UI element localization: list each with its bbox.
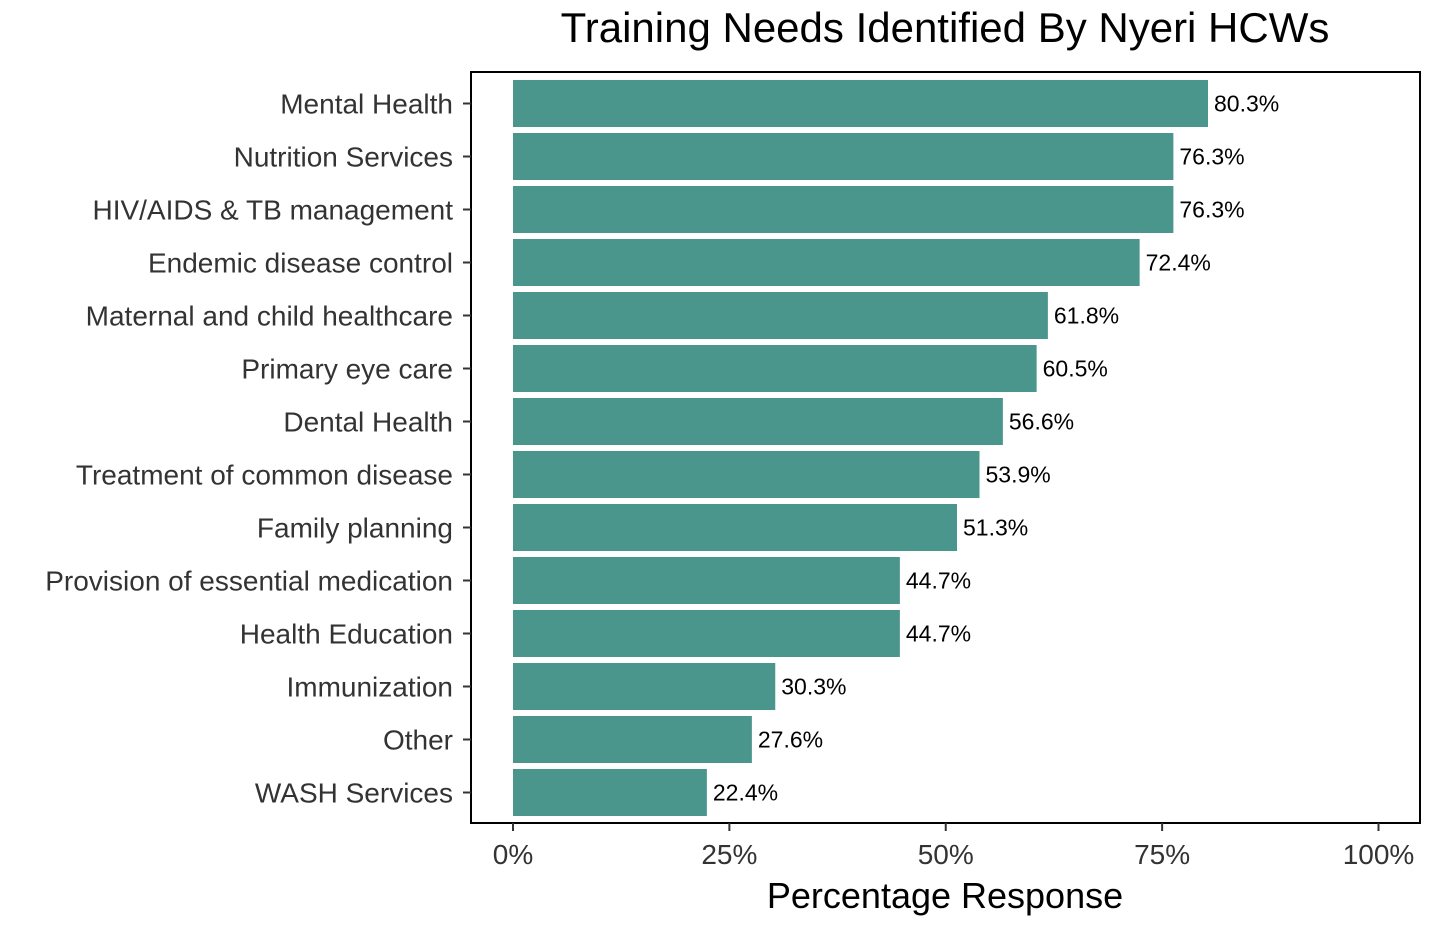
x-axis-tick-label: 75% <box>1134 839 1190 870</box>
bar-data-label: 44.7% <box>906 568 971 594</box>
bar <box>513 610 900 657</box>
bar <box>513 716 752 763</box>
bar <box>513 133 1174 180</box>
y-axis-category-label: Family planning <box>257 513 453 544</box>
x-axis-tick-label: 0% <box>493 839 533 870</box>
y-axis-category-label: Nutrition Services <box>234 142 453 173</box>
plot-panel-border <box>470 71 1421 824</box>
y-axis-category-label: Treatment of common disease <box>76 460 453 491</box>
bar <box>513 451 980 498</box>
bars-layer: 80.3% 76.3% 76.3% 72.4% 61.8% 60.5% 56.6% 53.9%… <box>513 80 1279 816</box>
bar <box>513 663 776 710</box>
bar-data-label: 56.6% <box>1009 409 1074 435</box>
y-axis-category-label: Maternal and child healthcare <box>86 301 453 332</box>
y-axis-category-label: Immunization <box>286 672 453 703</box>
y-axis-category-label: Mental Health <box>280 89 453 120</box>
bar <box>513 398 1003 445</box>
bar-data-label: 61.8% <box>1054 303 1119 329</box>
bar <box>513 345 1037 392</box>
bar <box>513 769 707 816</box>
bar-data-label: 53.9% <box>986 462 1051 488</box>
x-axis: 0% 25% 50% 75% 100% <box>493 823 1415 870</box>
bar-data-label: 80.3% <box>1214 91 1279 117</box>
bar-data-label: 76.3% <box>1179 197 1244 223</box>
y-axis-category-label: Provision of essential medication <box>45 566 453 597</box>
y-axis-category-label: HIV/AIDS & TB management <box>92 195 453 226</box>
y-axis-category-label: WASH Services <box>255 778 453 809</box>
y-axis-category-label: Primary eye care <box>241 354 453 385</box>
x-axis-title: Percentage Response <box>767 875 1123 916</box>
bar-data-label: 51.3% <box>963 515 1028 541</box>
x-axis-tick-label: 100% <box>1343 839 1415 870</box>
bar-data-label: 27.6% <box>758 727 823 753</box>
y-axis-labels: Mental Health Nutrition Services HIV/AIDS … <box>45 89 471 809</box>
x-axis-tick-label: 25% <box>701 839 757 870</box>
bar <box>513 557 900 604</box>
bar <box>513 80 1208 127</box>
bar-data-label: 22.4% <box>713 780 778 806</box>
y-axis-category-label: Health Education <box>240 619 453 650</box>
x-axis-tick-label: 50% <box>918 839 974 870</box>
bar-data-label: 30.3% <box>781 674 846 700</box>
bar-data-label: 44.7% <box>906 621 971 647</box>
chart-title: Training Needs Identified By Nyeri HCWs <box>561 4 1330 51</box>
bar <box>513 239 1140 286</box>
bar-data-label: 76.3% <box>1179 144 1244 170</box>
bar <box>513 186 1174 233</box>
y-axis-category-label: Dental Health <box>283 407 453 438</box>
bar-data-label: 60.5% <box>1043 356 1108 382</box>
y-axis-category-label: Endemic disease control <box>148 248 453 279</box>
bar <box>513 292 1048 339</box>
bar-data-label: 72.4% <box>1146 250 1211 276</box>
y-axis-category-label: Other <box>383 725 453 756</box>
bar <box>513 504 958 551</box>
